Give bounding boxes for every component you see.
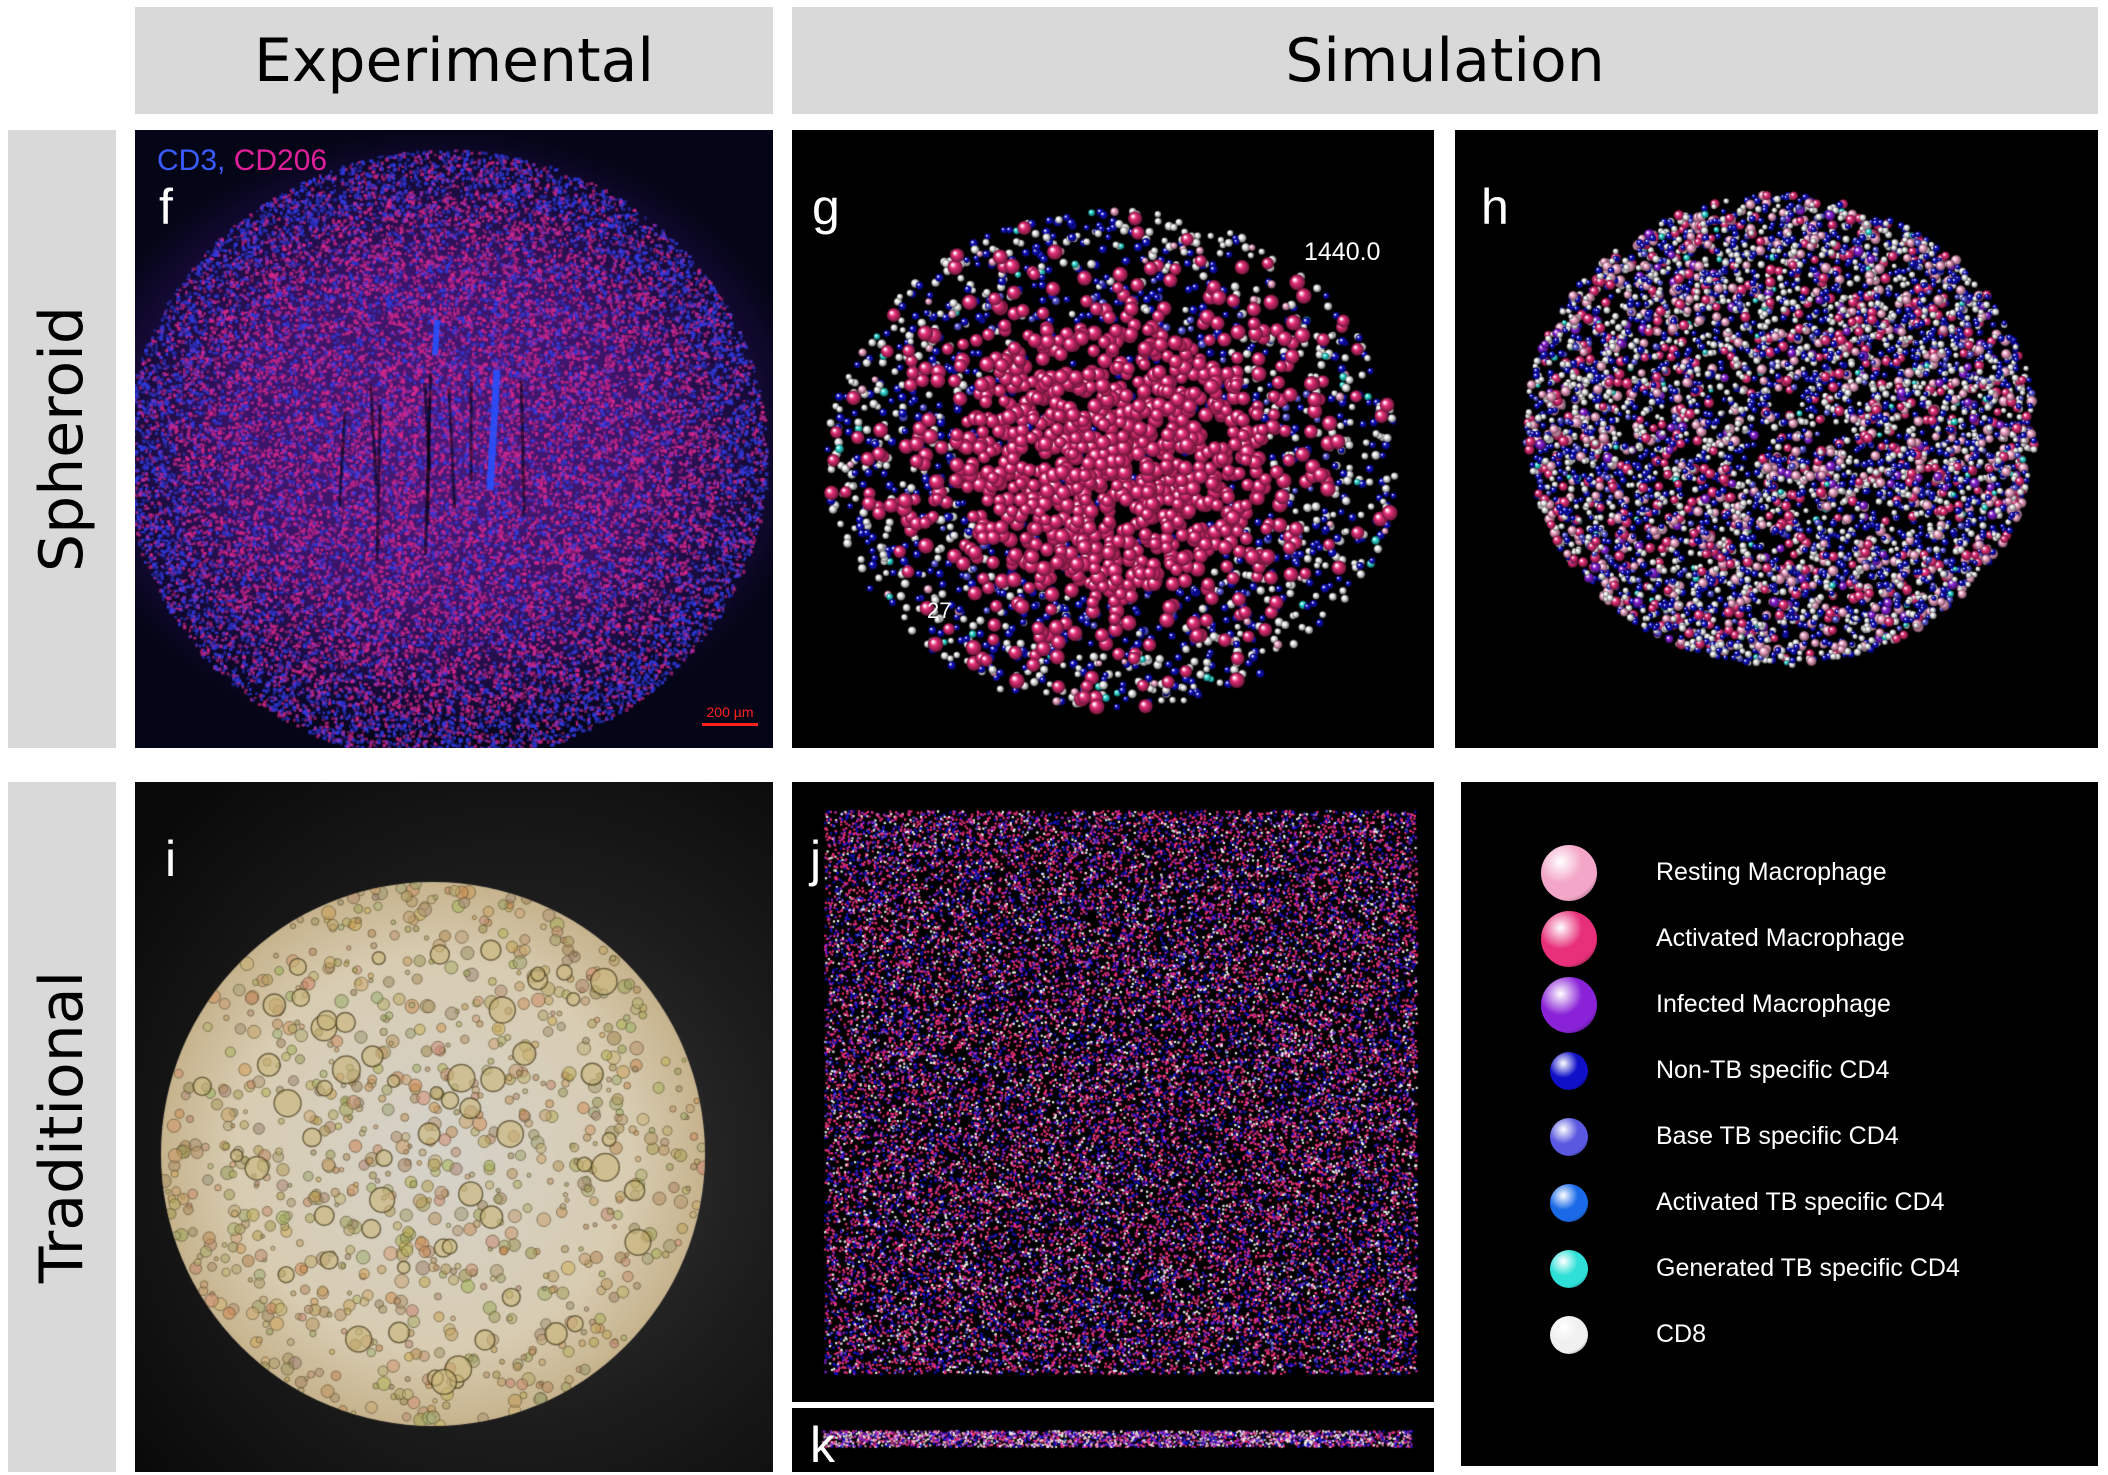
sphere-resting-macrophage-icon	[1541, 845, 1597, 901]
panel-j-simulation: j	[792, 782, 1434, 1402]
header-experimental-text: Experimental	[253, 25, 655, 96]
header-simulation-text: Simulation	[1285, 25, 1605, 96]
panel-f-fluorescence-image: CD3, CD206 f 200 µm	[135, 130, 773, 748]
sphere-activated-macrophage-icon	[1541, 911, 1597, 967]
scale-bar-text: 200 µm	[706, 704, 754, 720]
count-readout: 27	[927, 598, 952, 623]
panel-h-simulation: h	[1455, 130, 2098, 748]
legend-item: CD8	[1461, 1302, 2098, 1368]
brightfield-field-of-view	[135, 782, 773, 1472]
panel-label-g: g	[812, 179, 840, 235]
row-label-traditional-text: Traditional	[27, 970, 97, 1284]
legend-item-label: Resting Macrophage	[1656, 858, 1887, 886]
sphere-generated-tb-cd4-icon	[1550, 1250, 1588, 1288]
simulation-g-cells	[792, 130, 1434, 748]
panel-g-simulation: g 1440.0 27	[792, 130, 1434, 748]
legend-item-label: CD8	[1656, 1320, 1707, 1348]
legend-item: Base TB specific CD4	[1461, 1104, 2098, 1170]
legend-item: Non-TB specific CD4	[1461, 1038, 2098, 1104]
panel-k-simulation-side-view: k	[792, 1408, 1434, 1472]
stain-legend: CD3, CD206	[157, 144, 327, 178]
panel-label-f: f	[159, 179, 173, 235]
header-experimental: Experimental	[135, 7, 773, 114]
cell-type-legend: Resting Macrophage Activated Macrophage In…	[1461, 782, 2098, 1466]
spheroid-fluorescence-cells	[135, 130, 773, 748]
legend-item-label: Base TB specific CD4	[1656, 1122, 1899, 1150]
row-label-traditional: Traditional	[8, 782, 116, 1472]
panel-label-j: j	[810, 831, 822, 887]
row-label-spheroid: Spheroid	[8, 130, 116, 748]
simulation-j-cells	[792, 782, 1434, 1402]
legend-item: Resting Macrophage	[1461, 840, 2098, 906]
sphere-cd8-icon	[1550, 1316, 1588, 1354]
legend-item-label: Non-TB specific CD4	[1656, 1056, 1890, 1084]
panel-i-brightfield-image: i	[135, 782, 773, 1472]
legend-item-label: Activated TB specific CD4	[1656, 1188, 1945, 1216]
time-readout: 1440.0	[1304, 238, 1381, 266]
scale-bar: 200 µm	[700, 704, 760, 726]
panel-label-h: h	[1481, 179, 1509, 235]
sphere-infected-macrophage-icon	[1541, 977, 1597, 1033]
sphere-non-tb-cd4-icon	[1550, 1052, 1588, 1090]
legend-item-label: Activated Macrophage	[1656, 924, 1905, 952]
header-simulation: Simulation	[792, 7, 2098, 114]
legend-item-label: Generated TB specific CD4	[1656, 1254, 1960, 1282]
legend-item: Activated TB specific CD4	[1461, 1170, 2098, 1236]
stain-cd206-label: CD206	[233, 144, 328, 177]
legend-item: Generated TB specific CD4	[1461, 1236, 2098, 1302]
simulation-k-cells	[792, 1408, 1434, 1472]
stain-cd3-label: CD3,	[157, 144, 226, 177]
sphere-base-tb-cd4-icon	[1550, 1118, 1588, 1156]
scale-bar-line	[702, 723, 758, 726]
sphere-activated-tb-cd4-icon	[1550, 1184, 1588, 1222]
panel-label-k: k	[810, 1417, 835, 1472]
panel-label-i: i	[165, 831, 177, 887]
legend-item: Activated Macrophage	[1461, 906, 2098, 972]
simulation-h-cells	[1455, 130, 2098, 748]
legend-item-label: Infected Macrophage	[1656, 990, 1891, 1018]
row-label-spheroid-text: Spheroid	[27, 306, 97, 572]
legend-item: Infected Macrophage	[1461, 972, 2098, 1038]
